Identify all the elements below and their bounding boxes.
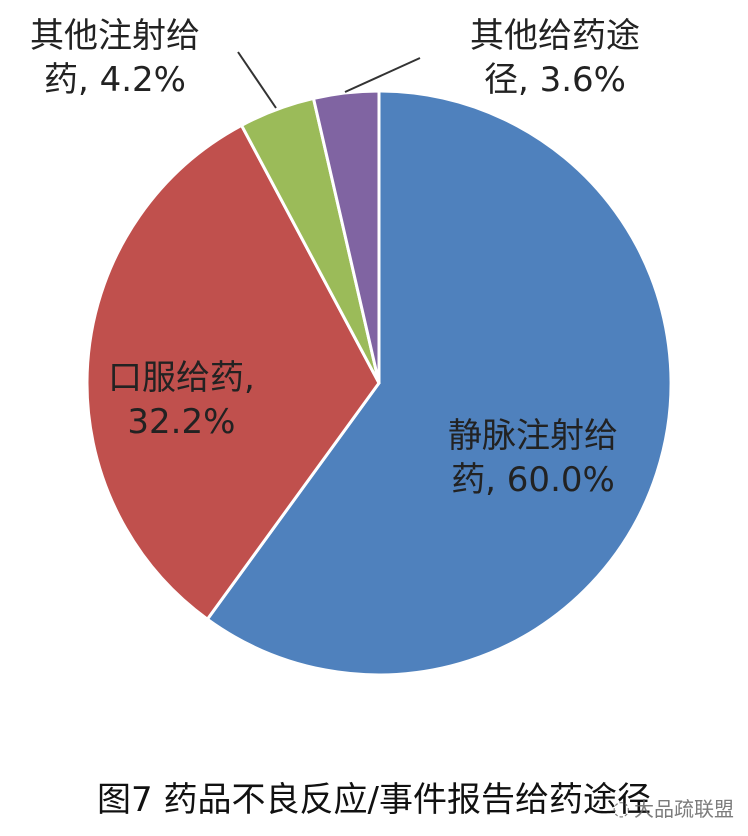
watermark: ◌ 大品疏联盟 xyxy=(613,793,734,822)
pie-slice-other-route xyxy=(311,89,381,384)
leader-line-other-injection xyxy=(237,51,277,109)
slice-label-other-route-line2: 径, 3.6% xyxy=(484,60,626,100)
watermark-text: 大品疏联盟 xyxy=(634,797,734,821)
slice-label-other-injection-line2: 药, 4.2% xyxy=(44,60,186,100)
leader-line-other-route xyxy=(344,57,421,93)
slice-label-other-injection-line1: 其他注射给 xyxy=(30,16,200,56)
slice-label-oral: 口服给药, 32.2% xyxy=(108,356,255,444)
slice-label-oral-line1: 口服给药, xyxy=(108,358,255,398)
slice-label-other-route: 其他给药途 径, 3.6% xyxy=(470,14,640,102)
pie-chart xyxy=(85,51,673,677)
pie-slice-iv xyxy=(205,89,673,677)
slice-label-iv-line1: 静脉注射给 xyxy=(448,416,618,456)
slice-label-other-injection: 其他注射给 药, 4.2% xyxy=(30,14,200,102)
slice-label-iv-line2: 药, 60.0% xyxy=(451,460,615,500)
wechat-icon: ◌ xyxy=(612,795,630,820)
chart-caption: 图7 药品不良反应/事件报告给药途径 xyxy=(97,780,651,820)
slice-label-oral-line2: 32.2% xyxy=(127,402,236,442)
slice-label-iv: 静脉注射给 药, 60.0% xyxy=(448,414,618,502)
slice-label-other-route-line1: 其他给药途 xyxy=(470,16,640,56)
